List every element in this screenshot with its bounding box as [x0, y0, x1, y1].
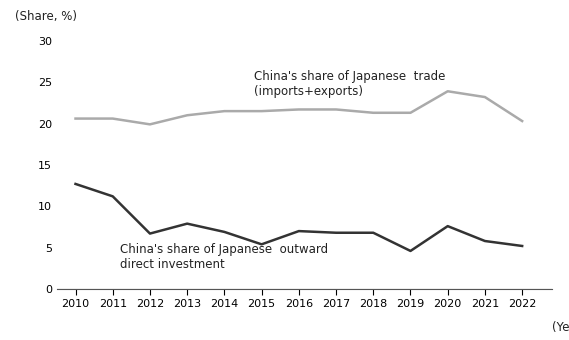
- Text: China's share of Japanese  trade
(imports+exports): China's share of Japanese trade (imports…: [254, 70, 446, 98]
- Text: China's share of Japanese  outward
direct investment: China's share of Japanese outward direct…: [120, 243, 328, 272]
- Text: (Share, %): (Share, %): [15, 11, 77, 23]
- Text: (Year): (Year): [552, 321, 569, 334]
